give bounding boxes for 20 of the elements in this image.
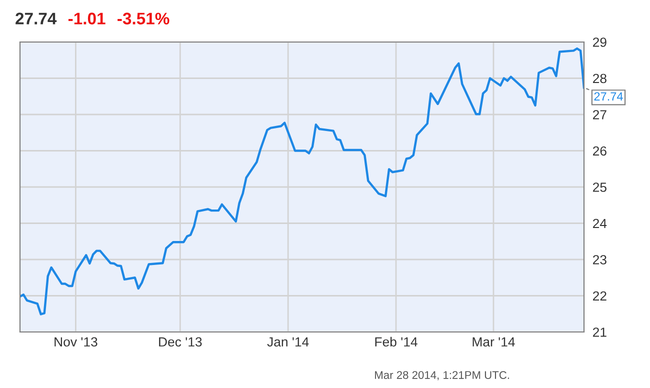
y-tick-label: 25	[592, 182, 606, 192]
chart-title: 27.74	[16, 12, 57, 24]
x-tick-label: Jan '14	[267, 337, 309, 347]
y-tick-label: 23	[592, 255, 606, 264]
x-tick-label: Mar '14	[472, 337, 515, 347]
line-series	[20, 47, 584, 316]
x-tick-label: Dec '13	[159, 337, 202, 347]
annotation: 27.74	[594, 92, 623, 100]
y-tick-label: 27	[592, 110, 606, 120]
y-tick-label: 22	[592, 291, 606, 301]
text: -3.51%	[118, 12, 170, 24]
text: Mar 28 2014, 1:21PM UTC.	[375, 371, 509, 380]
text: -1.01	[68, 12, 106, 24]
y-tick-label: 29	[592, 38, 606, 47]
y-tick-label: 24	[592, 218, 607, 228]
y-tick-label: 21	[592, 328, 606, 337]
y-tick-label: 28	[592, 74, 606, 84]
x-tick-label: Nov '13	[54, 337, 98, 347]
x-tick-label: Feb '14	[375, 336, 418, 347]
y-tick-label: 26	[592, 146, 606, 156]
